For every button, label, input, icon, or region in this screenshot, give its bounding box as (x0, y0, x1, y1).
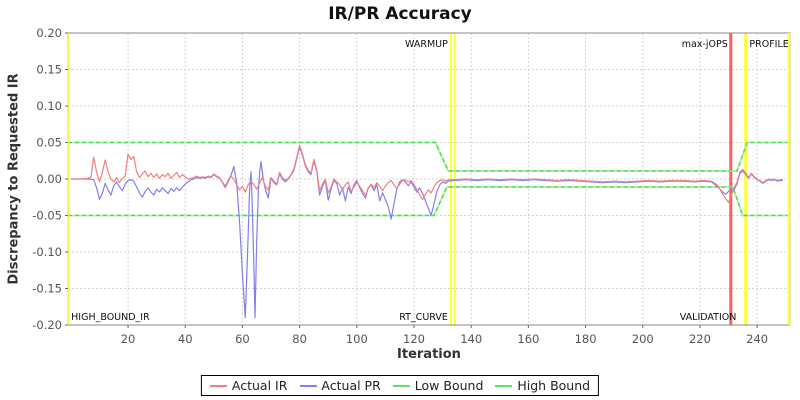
marker-label-rt-curve: RT_CURVE (399, 312, 448, 323)
y-tick-label: 0.00 (36, 172, 62, 186)
series-high-bound-base (68, 141, 790, 172)
y-tick-label: -0.05 (32, 209, 62, 223)
series-low-bound-line (68, 186, 790, 217)
legend-swatch-low-bound (392, 384, 410, 387)
legend-label-high-bound: High Bound (517, 378, 591, 393)
x-tick-label: 220 (689, 332, 711, 346)
y-tick-label: 0.10 (36, 99, 62, 113)
x-tick-label: 240 (746, 332, 768, 346)
x-tick-label: 140 (460, 332, 482, 346)
legend-label-actual-ir: Actual IR (231, 378, 288, 393)
x-tick-label: 100 (346, 332, 368, 346)
x-axis-label: Iteration (397, 347, 461, 362)
series-actual-pr-line (70, 146, 783, 319)
marker-label-profile: PROFILE (749, 39, 788, 50)
legend-swatch-actual-pr (299, 384, 317, 387)
marker-label-validation: VALIDATION (680, 312, 737, 323)
chart-title: IR/PR Accuracy (328, 4, 472, 24)
legend-item-actual-pr: Actual PR (299, 378, 381, 393)
y-tick-label: 0.05 (36, 136, 62, 150)
series-actual-ir-line (70, 144, 783, 203)
legend-item-high-bound: High Bound (495, 378, 590, 393)
legend-item-actual-ir: Actual IR (209, 378, 288, 393)
legend-item-low-bound: Low Bound (392, 378, 484, 393)
y-tick-label: 0.15 (36, 63, 62, 77)
y-tick-label: -0.15 (32, 282, 62, 296)
series-high-bound-line (68, 141, 790, 172)
x-tick-label: 200 (632, 332, 654, 346)
x-tick-label: 160 (517, 332, 539, 346)
legend-label-actual-pr: Actual PR (321, 378, 381, 393)
legend-swatch-high-bound (495, 384, 513, 387)
y-tick-label: 0.20 (36, 26, 62, 40)
x-tick-label: 40 (178, 332, 193, 346)
y-tick-label: -0.10 (32, 245, 62, 259)
x-tick-label: 120 (403, 332, 425, 346)
x-tick-label: 60 (235, 332, 250, 346)
marker-label-high-bound-ir: HIGH_BOUND_IR (71, 312, 150, 323)
legend-label-low-bound: Low Bound (414, 378, 484, 393)
legend-swatch-actual-ir (209, 384, 227, 387)
x-tick-label: 180 (575, 332, 597, 346)
y-tick-label: -0.20 (32, 318, 62, 332)
legend: Actual IR Actual PR Low Bound High Bound (200, 375, 600, 396)
x-tick-label: 20 (121, 332, 136, 346)
marker-label-max-jops: max-jOPS (682, 39, 728, 50)
marker-label-warmup: WARMUP (405, 39, 448, 50)
x-tick-label: 80 (292, 332, 307, 346)
